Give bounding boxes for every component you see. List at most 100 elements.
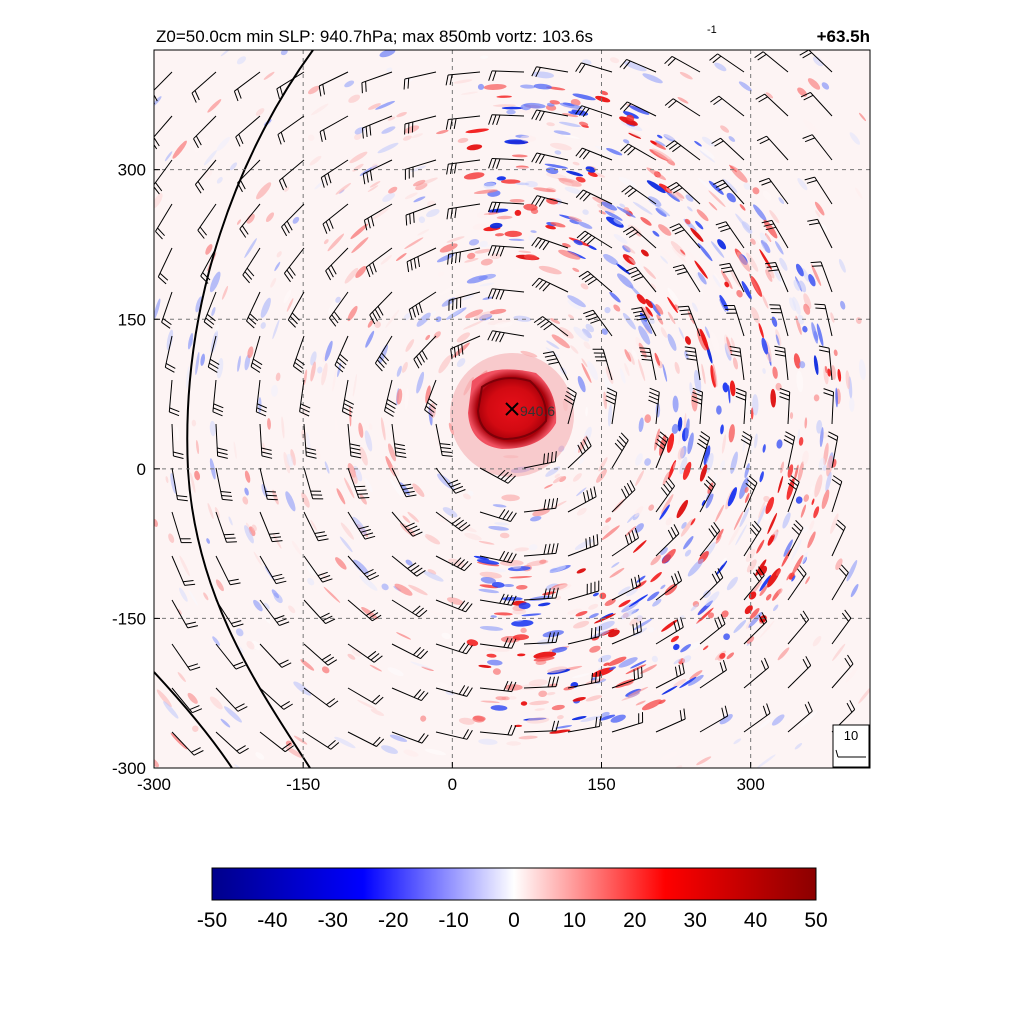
wind-barb-feather	[623, 485, 630, 496]
wind-barb-shaft	[611, 631, 642, 645]
vorticity-cell	[708, 190, 726, 208]
vorticity-cell	[179, 587, 188, 602]
wind-barbs	[154, 50, 856, 756]
vorticity-cell	[478, 540, 495, 545]
wind-barb-shaft	[699, 577, 724, 601]
vorticity-cell	[728, 164, 738, 173]
wind-barb	[755, 93, 789, 117]
vorticity-cell	[818, 54, 830, 66]
wind-barb-feather	[511, 681, 517, 692]
wind-barb-shaft	[584, 230, 613, 249]
wind-barb	[303, 423, 317, 459]
wind-barb-shaft	[435, 643, 467, 655]
wind-barb	[487, 245, 525, 257]
wind-barb	[719, 262, 745, 293]
vorticity-cell	[661, 494, 674, 515]
wind-barb-shaft	[171, 511, 182, 543]
wind-barb-feather	[233, 661, 244, 667]
wind-barb-feather	[413, 212, 415, 223]
vorticity-cell	[801, 552, 808, 564]
wind-barb-feather	[686, 358, 698, 361]
vorticity-cell	[476, 559, 500, 565]
vorticity-cell	[813, 506, 820, 519]
wind-barb	[488, 158, 525, 169]
wind-barb-feather	[670, 184, 680, 191]
vorticity-cell	[236, 219, 242, 225]
wind-barb	[215, 555, 241, 586]
vorticity-cell	[665, 188, 683, 201]
wind-barb-feather	[692, 395, 703, 401]
vorticity-cell	[335, 182, 352, 195]
vorticity-cell	[334, 736, 356, 749]
wind-barb-shaft	[523, 686, 557, 689]
wind-barb-feather	[247, 317, 257, 325]
wind-barb-feather	[779, 388, 790, 393]
wind-barb	[259, 467, 278, 501]
vorticity-cell	[480, 700, 500, 704]
wind-barb-feather	[299, 407, 310, 413]
vorticity-cell	[763, 514, 770, 521]
vorticity-cell	[798, 280, 807, 293]
vorticity-cell	[604, 210, 623, 221]
wind-barb-feather	[779, 392, 790, 397]
vorticity-cell	[678, 429, 682, 446]
wind-barb-feather	[324, 175, 329, 186]
vorticity-cell	[520, 627, 527, 634]
wind-barb-shaft	[168, 379, 173, 412]
wind-barb-feather	[402, 487, 413, 490]
wind-barb-feather	[354, 485, 366, 488]
wind-barb-feather	[580, 441, 586, 452]
vorticity-cell	[572, 696, 586, 702]
vorticity-cell	[212, 636, 220, 646]
wind-barb-feather	[664, 56, 673, 65]
vorticity-cell	[170, 473, 177, 494]
wind-barb-shaft	[362, 115, 393, 129]
wind-barb-feather	[576, 230, 586, 239]
vorticity-cell	[576, 487, 587, 497]
wind-barb-feather	[408, 309, 413, 320]
vorticity-cell	[414, 526, 427, 536]
wind-barb-shaft	[787, 436, 796, 469]
vorticity-cell	[707, 612, 715, 619]
wind-barb-shaft	[831, 663, 854, 689]
wind-barb-shaft	[259, 687, 285, 710]
wind-barb-shaft	[197, 203, 217, 231]
wind-barb-feather	[281, 226, 288, 237]
wind-barb	[787, 520, 804, 557]
wind-barb-feather	[784, 435, 795, 442]
vorticity-cell	[494, 233, 505, 237]
vorticity-cell	[253, 551, 262, 566]
vorticity-cell	[690, 603, 699, 612]
vorticity-cell	[572, 267, 580, 273]
wind-barb	[715, 221, 745, 249]
wind-barb-feather	[299, 411, 310, 417]
wind-barb-feather	[537, 318, 547, 326]
vorticity-cell	[352, 559, 369, 575]
vorticity-cell	[496, 95, 512, 98]
wind-barb-feather	[462, 643, 470, 653]
wind-barb-shaft	[567, 392, 577, 425]
wind-barb-feather	[668, 142, 678, 150]
vorticity-cell	[666, 191, 680, 202]
vorticity-cell	[381, 745, 398, 754]
wind-barb-feather	[584, 275, 595, 283]
vorticity-cell	[477, 83, 485, 90]
vorticity-cell	[573, 442, 581, 454]
wind-barb	[334, 335, 349, 373]
wind-barb-feather	[495, 246, 501, 257]
vorticity-cell	[655, 207, 667, 217]
wind-barb-feather	[507, 595, 513, 605]
vorticity-cell	[303, 369, 308, 386]
wind-barb-shaft	[820, 261, 833, 293]
wind-barb	[655, 617, 684, 645]
wind-barb-feather	[578, 270, 588, 278]
vorticity-cell	[587, 171, 598, 178]
wind-barb-feather	[370, 215, 375, 227]
wind-barb	[259, 687, 293, 710]
vorticity-cell	[690, 227, 704, 242]
wind-barb	[583, 309, 613, 337]
wind-barb-feather	[511, 725, 517, 736]
wind-barb-shaft	[154, 159, 173, 186]
vorticity-cell	[533, 83, 552, 90]
vorticity-cell	[402, 135, 412, 141]
